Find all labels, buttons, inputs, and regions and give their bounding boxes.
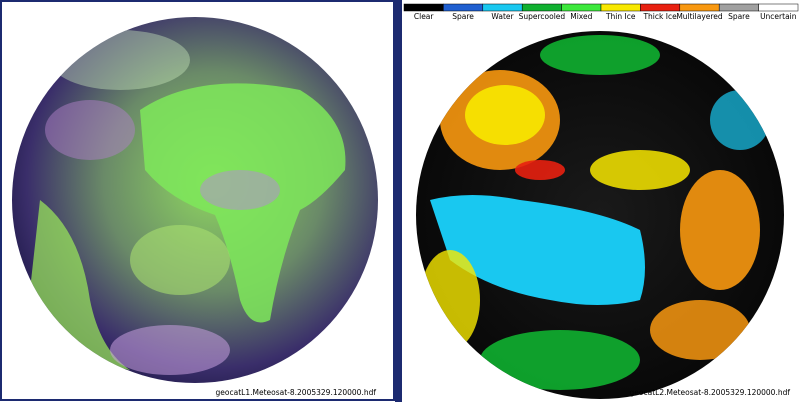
legend-swatch — [403, 3, 444, 12]
legend-label: Supercooled — [519, 12, 566, 21]
legend-swatch — [443, 3, 484, 12]
legend-swatch — [679, 3, 720, 12]
legend-label: Spare — [728, 12, 750, 21]
filename: geocatL2.Meteosat-8.2005329.120000.hdf — [630, 388, 791, 397]
legend-label: Thin Ice — [605, 12, 636, 21]
legend-label: Water — [491, 12, 514, 21]
legend-label: Spare — [452, 12, 474, 21]
legend-label: Thick Ice — [642, 12, 677, 21]
legend-swatch — [600, 3, 641, 12]
legend-swatch — [521, 3, 562, 12]
legend-swatch — [561, 3, 602, 12]
legend-swatch — [718, 3, 759, 12]
legend-swatch — [640, 3, 681, 12]
filename: geocatL1.Meteosat-8.2005329.120000.hdf — [216, 388, 377, 397]
left-globe — [12, 17, 378, 383]
separator — [395, 0, 402, 402]
legend-label: Clear — [414, 12, 435, 21]
legend-swatch — [758, 3, 799, 12]
legend-label: Multilayered — [676, 12, 723, 21]
legend-swatch — [482, 3, 523, 12]
color-legend: Clear Spare Water Supercooled Mixed Thin Ice T… — [403, 3, 799, 21]
legend-label: Uncertain — [760, 12, 797, 21]
legend-label: Mixed — [570, 12, 592, 21]
right-globe — [416, 31, 784, 399]
left-frame — [0, 0, 395, 401]
